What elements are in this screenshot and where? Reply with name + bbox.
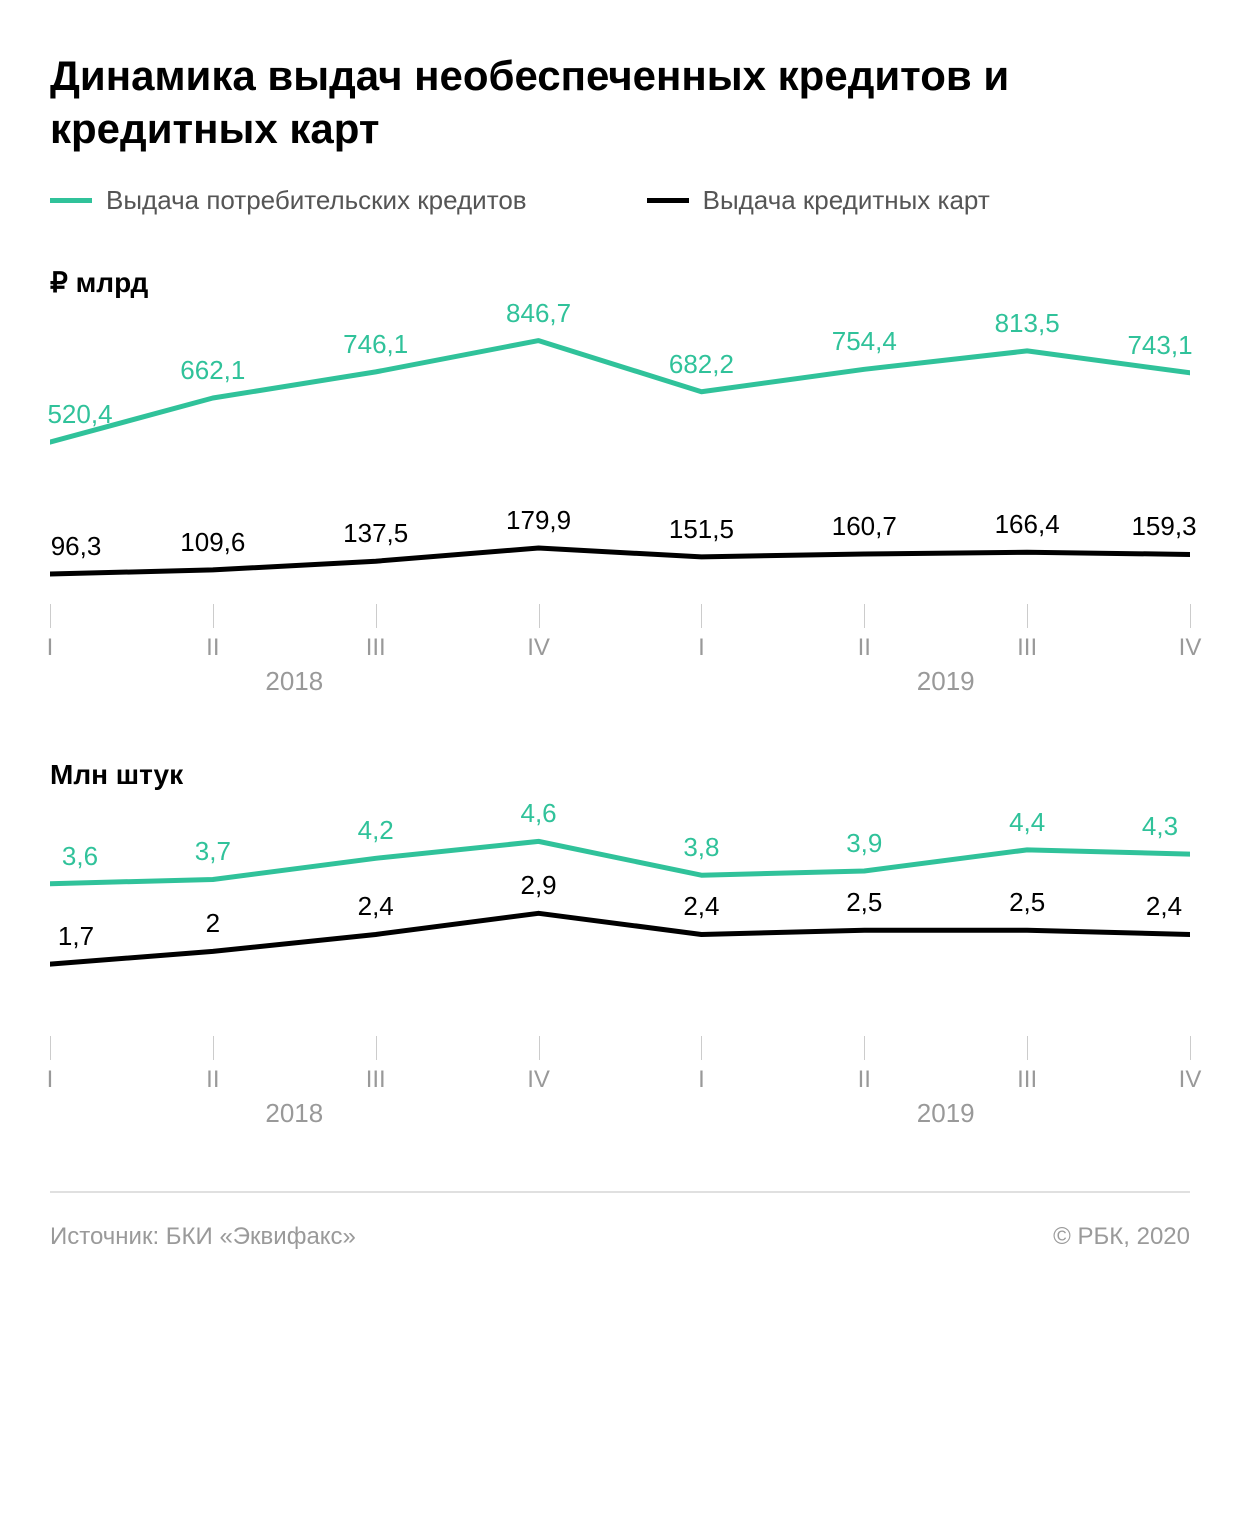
axis-tick <box>539 604 540 628</box>
axis-quarter-label: IV <box>1179 634 1202 662</box>
axis-tick <box>701 1036 702 1060</box>
axis-tick <box>539 1036 540 1060</box>
axis-quarter-label: I <box>698 634 705 662</box>
chart-rubles: ₽ млрд 520,4662,1746,1846,7682,2754,4813… <box>50 266 1190 704</box>
axis-quarter-label: I <box>47 634 54 662</box>
axis-tick <box>50 1036 51 1060</box>
axis-year-label: 2019 <box>917 1098 975 1129</box>
legend: Выдача потребительских кредитов Выдача к… <box>50 185 1190 216</box>
axis-tick <box>864 604 865 628</box>
axis-quarter-label: II <box>858 1066 871 1094</box>
axis-quarter-label: IV <box>527 634 550 662</box>
axis-tick <box>1190 1036 1191 1060</box>
axis-quarter-label: II <box>858 634 871 662</box>
axis-quarter-label: III <box>366 634 386 662</box>
axis-year-label: 2018 <box>265 666 323 697</box>
axis-tick <box>376 1036 377 1060</box>
chart1-plot: 520,4662,1746,1846,7682,2754,4813,5743,1… <box>50 324 1190 604</box>
legend-swatch-2 <box>647 198 689 203</box>
axis-quarter-label: II <box>206 1066 219 1094</box>
axis-quarter-label: I <box>698 1066 705 1094</box>
chart2-plot: 3,63,74,24,63,83,94,44,31,722,42,92,42,5… <box>50 816 1190 1036</box>
axis-tick <box>1190 604 1191 628</box>
legend-label-2: Выдача кредитных карт <box>703 185 990 216</box>
axis-tick <box>864 1036 865 1060</box>
axis-year-label: 2019 <box>917 666 975 697</box>
chart1-xaxis: IIIIIIIVIIIIIIIV20182019 <box>50 604 1190 704</box>
axis-quarter-label: IV <box>527 1066 550 1094</box>
axis-tick <box>1027 1036 1028 1060</box>
axis-tick <box>50 604 51 628</box>
footer: Источник: БКИ «Эквифакс» © РБК, 2020 <box>50 1191 1190 1251</box>
axis-tick <box>213 1036 214 1060</box>
chart2-xaxis: IIIIIIIVIIIIIIIV20182019 <box>50 1036 1190 1136</box>
axis-quarter-label: III <box>366 1066 386 1094</box>
axis-year-label: 2018 <box>265 1098 323 1129</box>
chart-units: Млн штук 3,63,74,24,63,83,94,44,31,722,4… <box>50 759 1190 1136</box>
legend-item-credit-cards: Выдача кредитных карт <box>647 185 990 216</box>
legend-item-consumer-loans: Выдача потребительских кредитов <box>50 185 527 216</box>
axis-tick <box>1027 604 1028 628</box>
axis-quarter-label: I <box>47 1066 54 1094</box>
axis-quarter-label: III <box>1017 1066 1037 1094</box>
chart1-subtitle: ₽ млрд <box>50 266 1190 299</box>
axis-quarter-label: IV <box>1179 1066 1202 1094</box>
copyright-text: © РБК, 2020 <box>1053 1223 1190 1251</box>
axis-tick <box>701 604 702 628</box>
chart2-subtitle: Млн штук <box>50 759 1190 791</box>
axis-quarter-label: III <box>1017 634 1037 662</box>
axis-quarter-label: II <box>206 634 219 662</box>
axis-tick <box>213 604 214 628</box>
legend-swatch-1 <box>50 198 92 203</box>
chart-title: Динамика выдач необеспеченных кредитов и… <box>50 50 1190 155</box>
source-text: Источник: БКИ «Эквифакс» <box>50 1223 356 1251</box>
legend-label-1: Выдача потребительских кредитов <box>106 185 527 216</box>
axis-tick <box>376 604 377 628</box>
